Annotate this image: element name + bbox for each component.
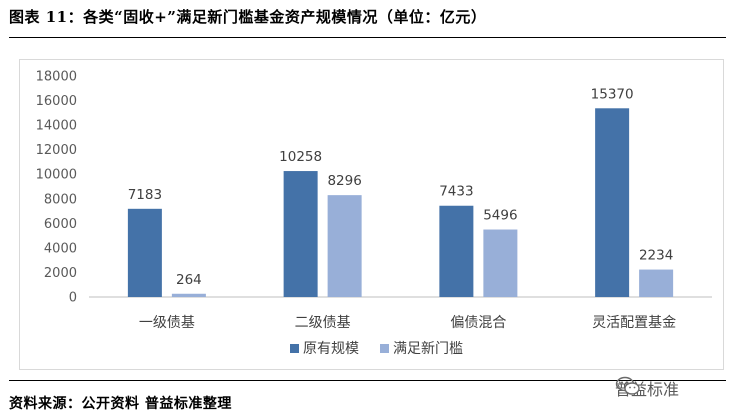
category-label: 灵活配置基金 [592,314,676,331]
data-label: 10258 [279,149,322,165]
bar-original [283,171,318,297]
y-tick-label: 0 [69,291,77,306]
data-label: 15370 [591,86,634,102]
title-rule [9,37,726,38]
y-tick-label: 10000 [36,168,77,183]
data-label: 7433 [439,184,473,200]
data-label: 8296 [327,173,361,189]
bar-new-threshold [639,269,674,297]
bar-original [595,108,630,297]
category-label: 一级债基 [139,314,195,331]
y-tick-label: 2000 [44,266,77,281]
legend-label: 满足新门槛 [393,341,463,357]
legend-swatch [290,344,299,353]
bar-new-threshold [171,293,206,297]
y-tick-label: 6000 [44,217,77,232]
bar-new-threshold [483,229,518,297]
data-label: 5496 [483,208,517,224]
bar-original [439,205,474,297]
y-tick-label: 12000 [36,143,77,158]
y-tick-label: 8000 [44,192,77,207]
bar-original [127,208,162,297]
data-label: 2234 [639,248,673,264]
category-label: 偏债混合 [450,315,506,331]
wechat-icon [615,376,640,395]
bar-new-threshold [327,195,362,297]
y-tick-label: 16000 [36,94,77,109]
watermark: 普益标准 [615,376,679,400]
chart-title: 图表 11：各类“固收+”满足新门槛基金资产规模情况（单位：亿元） [9,8,487,26]
legend-swatch [380,344,389,353]
source-note: 资料来源：公开资料 普益标准整理 [9,396,232,412]
y-tick-label: 18000 [36,70,77,85]
data-label: 264 [176,272,202,288]
category-label: 二级债基 [295,314,351,331]
y-tick-label: 14000 [36,119,77,134]
data-label: 7183 [128,187,162,203]
source-rule [9,380,726,381]
y-tick-label: 4000 [44,241,77,256]
legend-label: 原有规模 [303,341,359,357]
